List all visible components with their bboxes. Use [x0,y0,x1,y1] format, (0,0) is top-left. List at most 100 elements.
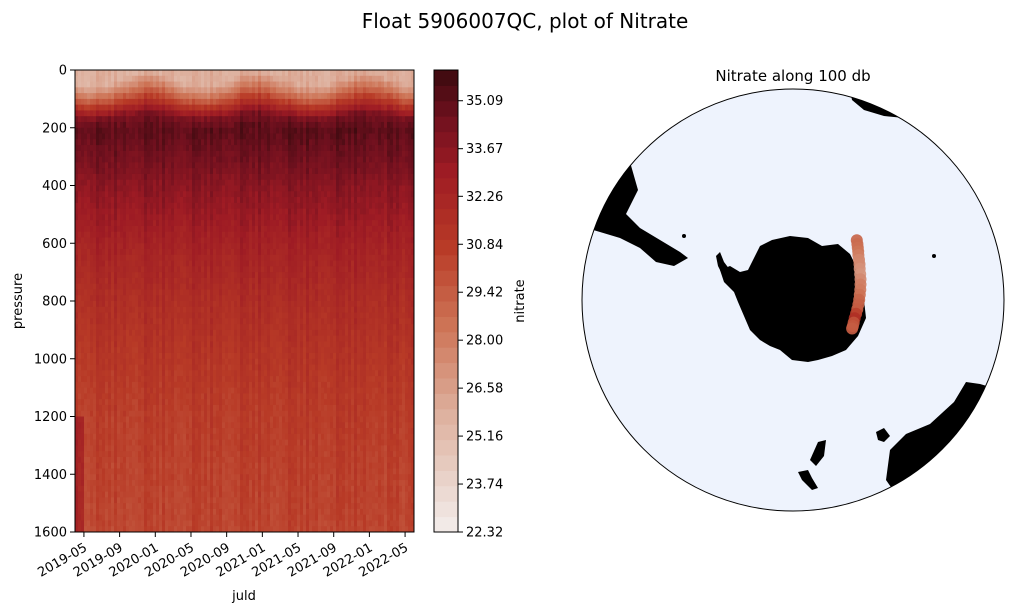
heatmap-cell [102,376,106,383]
heatmap-cell [150,433,154,441]
heatmap-cell [102,526,106,532]
heatmap-cell [141,127,145,135]
heatmap-cell [99,116,103,123]
heatmap-cell [78,98,82,106]
heatmap-cell [237,520,241,527]
heatmap-cell [147,387,151,395]
heatmap-cell [132,468,136,475]
heatmap-cell [165,260,169,267]
heatmap-cell [150,329,154,337]
heatmap-cell [171,225,175,233]
heatmap-cell [174,283,178,291]
heatmap-cell [183,399,187,406]
heatmap-cell [180,491,184,498]
heatmap-cell [231,480,235,487]
heatmap-cell [117,503,121,510]
heatmap-cell [249,237,253,244]
heatmap-cell [120,462,124,470]
heatmap-cell [174,306,178,314]
heatmap-cell [261,75,265,83]
heatmap-cell [252,508,256,516]
heatmap-cell [213,433,217,441]
heatmap-cell [213,150,217,158]
heatmap-cell [111,266,115,273]
heatmap-cell [186,324,190,331]
heatmap-cell [219,335,223,343]
heatmap-cell [168,352,172,360]
heatmap-cell [225,70,229,77]
heatmap-cell [255,162,259,169]
heatmap-cell [90,364,94,371]
heatmap-cell [234,329,238,337]
heatmap-cell [144,468,148,475]
heatmap-cell [198,508,202,516]
heatmap-cell [219,416,223,423]
heatmap-cell [240,381,244,389]
heatmap-cell [228,381,232,389]
heatmap-cell [225,422,229,429]
heatmap-cell [99,81,103,88]
heatmap-cell [93,514,97,522]
heatmap-cell [102,312,106,319]
heatmap-cell [183,75,187,83]
heatmap-cell [117,370,121,377]
heatmap-cell [123,422,127,429]
heatmap-cell [189,306,193,314]
heatmap-cell [237,121,241,129]
heatmap-cell [252,416,256,423]
heatmap-cell [231,93,235,100]
heatmap-cell [135,173,139,181]
heatmap-cell [147,277,151,285]
heatmap-cell [237,456,241,464]
heatmap-cell [243,335,247,343]
heatmap-cell [96,480,100,487]
heatmap-cell [108,358,112,366]
heatmap-cell [120,70,124,77]
heatmap-cell [171,254,175,262]
heatmap-cell [255,329,259,337]
heatmap-cell [135,370,139,377]
heatmap-cell [78,508,82,516]
heatmap-cell [258,329,262,337]
heatmap-cell [84,231,88,239]
heatmap-cell [108,93,112,100]
heatmap-cell [228,399,232,406]
heatmap-cell [168,462,172,470]
heatmap-cell [240,249,244,256]
heatmap-cell [171,93,175,100]
heatmap-cell [249,295,253,302]
heatmap-cell [189,139,193,146]
heatmap-cell [204,220,208,227]
heatmap-cell [138,387,142,395]
heatmap-cell [198,277,202,285]
heatmap-cell [174,93,178,100]
heatmap-cell [156,324,160,331]
heatmap-cell [99,433,103,441]
heatmap-cell [174,162,178,169]
heatmap-cell [222,474,226,481]
heatmap-cell [75,272,79,279]
heatmap-cell [132,179,136,187]
heatmap-cell [96,399,100,406]
heatmap-cell [159,243,163,250]
heatmap-cell [81,376,85,383]
heatmap-cell [249,410,253,418]
heatmap-cell [225,260,229,267]
heatmap-cell [141,249,145,256]
heatmap-cell [168,428,172,435]
heatmap-cell [234,168,238,175]
heatmap-cell [234,312,238,319]
heatmap-cell [153,485,157,493]
heatmap-cell [228,324,232,331]
heatmap-cell [102,404,106,412]
heatmap-cell [96,376,100,383]
heatmap-cell [216,231,220,239]
heatmap-cell [222,335,226,343]
heatmap-cell [210,243,214,250]
heatmap-cell [153,254,157,262]
heatmap-cell [243,260,247,267]
heatmap-cell [252,306,256,314]
heatmap-cell [81,75,85,83]
heatmap-cell [99,127,103,135]
heatmap-cell [213,75,217,83]
